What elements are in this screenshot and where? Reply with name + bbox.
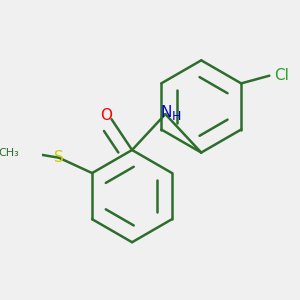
Text: H: H — [172, 110, 182, 123]
Text: N: N — [161, 105, 172, 120]
Text: O: O — [100, 108, 112, 123]
Text: Cl: Cl — [274, 68, 290, 83]
Text: S: S — [54, 150, 64, 165]
Text: CH₃: CH₃ — [0, 148, 19, 158]
